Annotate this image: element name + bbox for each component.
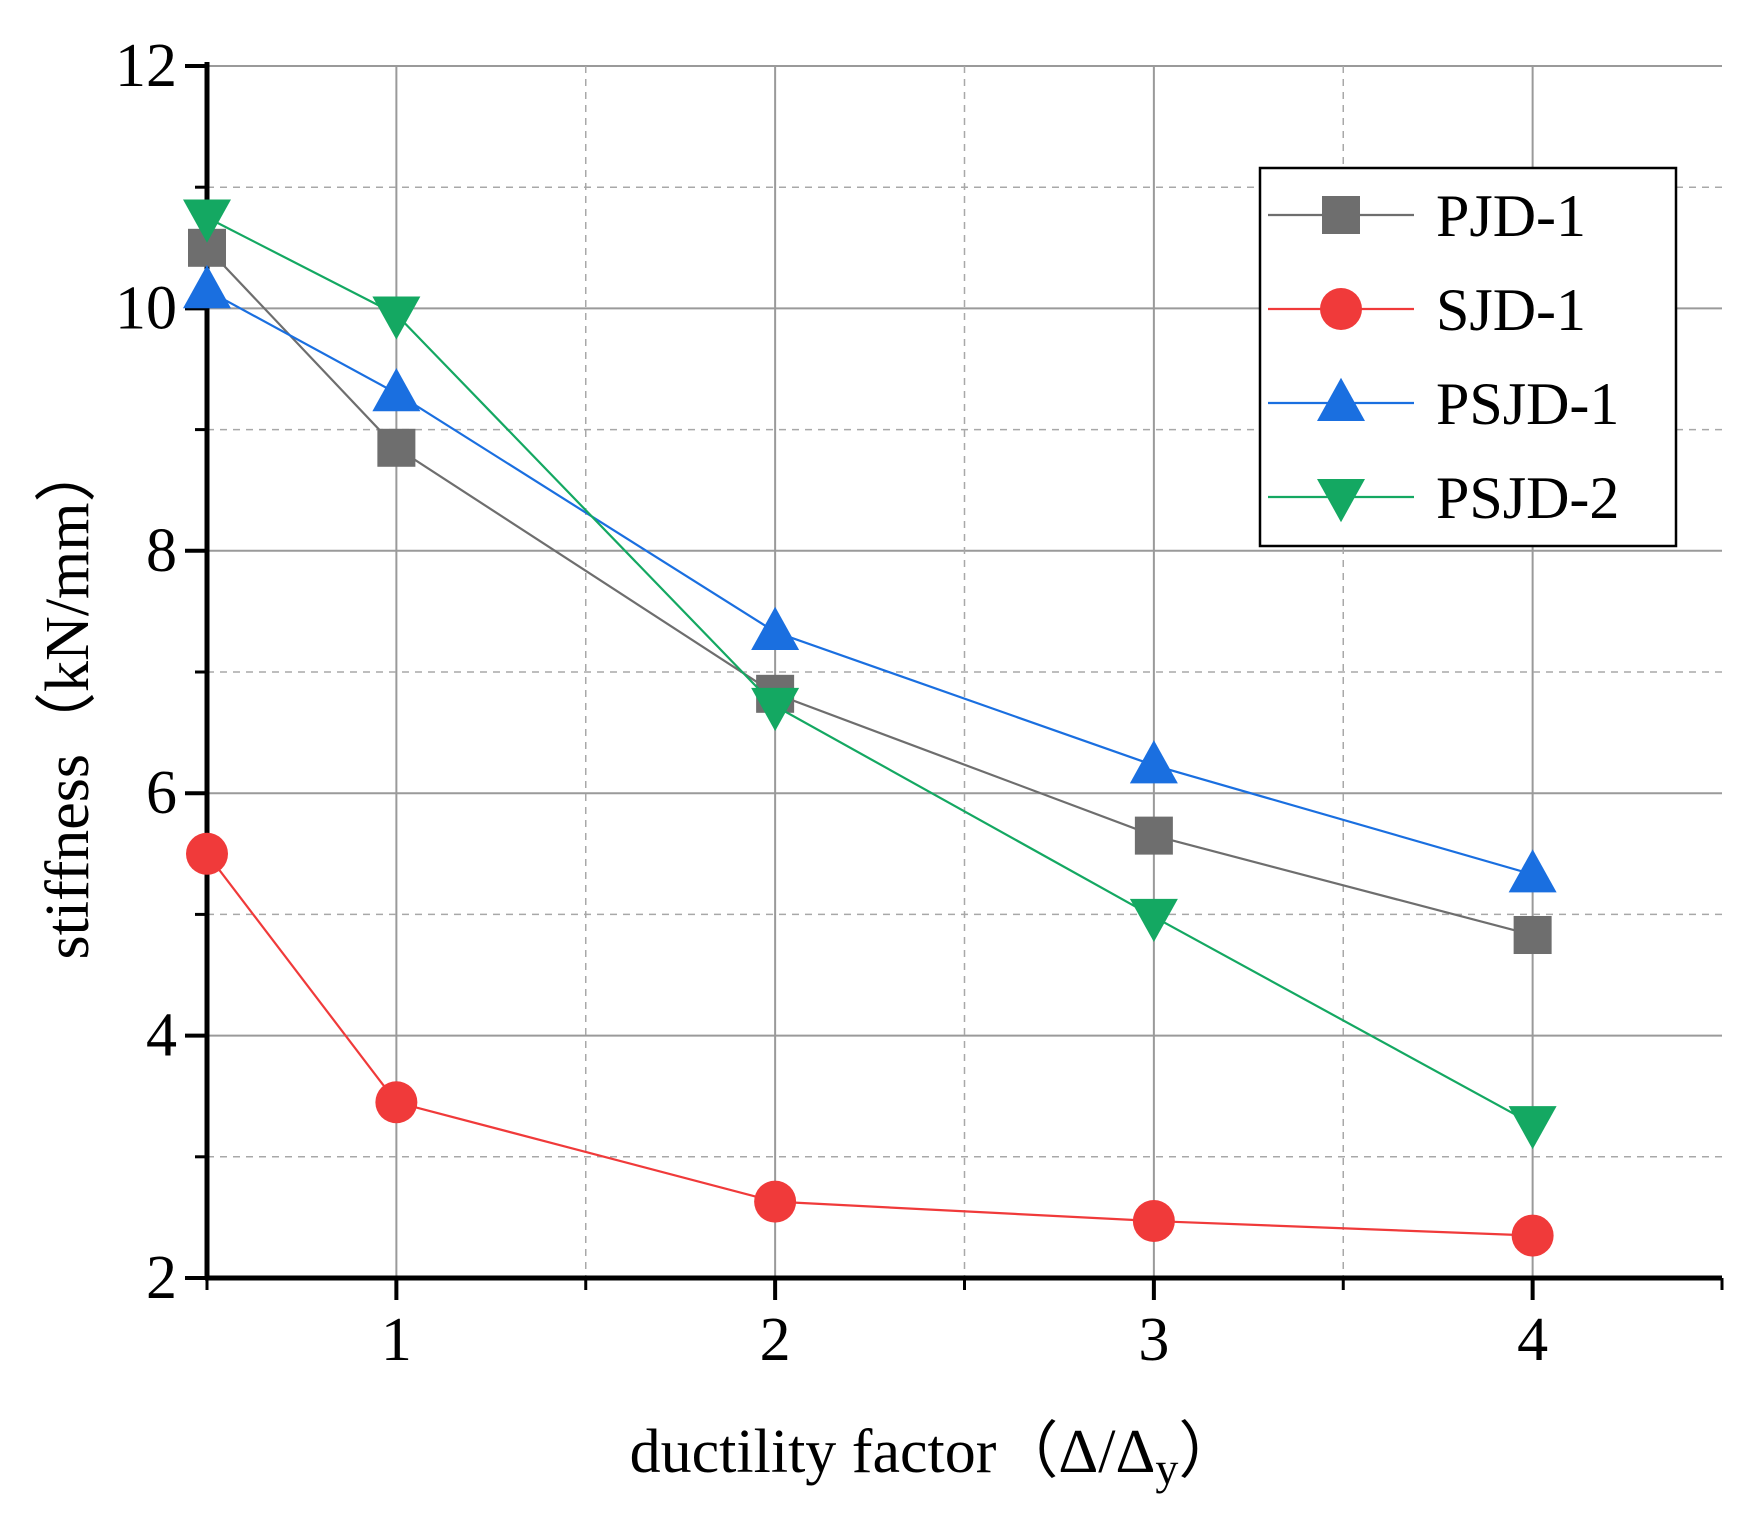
legend-marker-sjd-1 xyxy=(1320,288,1362,330)
legend-item-psjd-1: PSJD-1 xyxy=(1268,371,1619,437)
legend-label-psjd-1: PSJD-1 xyxy=(1436,371,1619,437)
series-psjd-2 xyxy=(183,199,1557,1150)
series-psjd-1 xyxy=(183,265,1557,893)
x-axis-title: ductility factor（Δ/Δy） xyxy=(630,1418,1241,1494)
data-point-psjd-1 xyxy=(1508,849,1557,893)
x-axis-title-main: ductility factor（Δ/Δ xyxy=(630,1418,1156,1486)
data-point-psjd-1 xyxy=(1129,740,1178,784)
x-tick-label: 3 xyxy=(1138,1306,1169,1374)
data-point-sjd-1 xyxy=(754,1180,797,1223)
data-point-sjd-1 xyxy=(375,1081,418,1124)
data-point-psjd-2 xyxy=(183,199,231,243)
legend-label-pjd-1: PJD-1 xyxy=(1436,183,1586,249)
legend-marker-psjd-1 xyxy=(1317,377,1365,421)
y-tick-label: 2 xyxy=(146,1244,177,1312)
x-axis-title-subscript: y xyxy=(1155,1443,1178,1494)
legend-items: PJD-1 SJD-1 PSJD-1 PSJD-2 xyxy=(1268,183,1619,531)
data-point-psjd-2 xyxy=(1508,1106,1557,1150)
legend-marker-psjd-2 xyxy=(1317,479,1365,523)
data-point-psjd-2 xyxy=(751,687,800,732)
data-point-sjd-1 xyxy=(1511,1214,1554,1257)
x-tick-label: 1 xyxy=(381,1306,412,1374)
y-tick-label: 10 xyxy=(115,274,177,342)
legend: PJD-1 SJD-1 PSJD-1 PSJD-2 xyxy=(1258,166,1678,548)
y-tick-label: 12 xyxy=(115,32,177,100)
x-tick-label: 4 xyxy=(1517,1306,1548,1374)
data-point-sjd-1 xyxy=(1132,1200,1175,1243)
data-point-psjd-1 xyxy=(183,265,231,309)
legend-item-psjd-2: PSJD-2 xyxy=(1268,465,1619,531)
legend-label-psjd-2: PSJD-2 xyxy=(1436,465,1619,531)
x-axis-title-end: ） xyxy=(1178,1418,1240,1486)
legend-label-sjd-1: SJD-1 xyxy=(1436,277,1586,343)
y-tick-label: 8 xyxy=(146,517,177,585)
legend-marker-pjd-1 xyxy=(1322,196,1360,234)
data-point-psjd-1 xyxy=(751,606,800,651)
data-point-pjd-1 xyxy=(1513,916,1552,955)
legend-item-pjd-1: PJD-1 xyxy=(1268,183,1586,249)
x-tick-label: 2 xyxy=(760,1306,791,1374)
series xyxy=(183,199,1557,1257)
data-point-psjd-2 xyxy=(372,296,421,340)
series-sjd-1 xyxy=(186,832,1554,1257)
legend-item-sjd-1: SJD-1 xyxy=(1268,277,1586,343)
data-point-psjd-1 xyxy=(372,368,421,412)
y-tick-label: 6 xyxy=(146,759,177,827)
data-point-pjd-1 xyxy=(377,428,416,467)
data-point-sjd-1 xyxy=(186,832,228,875)
y-axis-title: stiffness（kN/mm） xyxy=(34,441,102,960)
series-line-sjd-1 xyxy=(206,853,1533,1237)
y-tick-label: 4 xyxy=(146,1002,177,1070)
data-point-psjd-2 xyxy=(1129,898,1178,943)
data-point-pjd-1 xyxy=(1134,816,1173,855)
